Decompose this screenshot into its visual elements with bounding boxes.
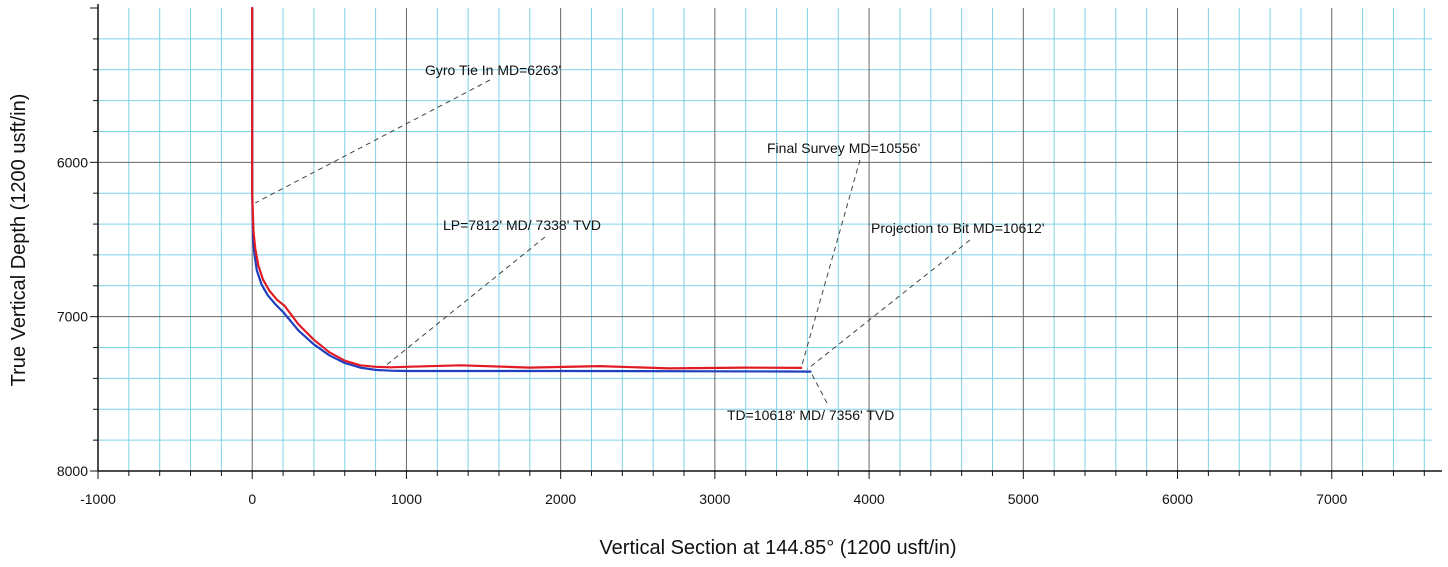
annotation-label: LP=7812' MD/ 7338' TVD bbox=[443, 217, 601, 233]
tick-marks bbox=[90, 7, 1425, 479]
annotation-label: TD=10618' MD/ 7356' TVD bbox=[727, 407, 894, 423]
annotation-label: Gyro Tie In MD=6263' bbox=[425, 62, 561, 78]
annotation-leader-line bbox=[800, 159, 861, 368]
annotation-leader-line bbox=[807, 239, 971, 370]
x-tick-label: 3000 bbox=[699, 491, 730, 507]
annotation-leaders bbox=[255, 79, 971, 404]
annotation-label: Final Survey MD=10556' bbox=[767, 140, 920, 156]
x-tick-label: 6000 bbox=[1162, 491, 1193, 507]
y-axis-title: True Vertical Depth (1200 usft/in) bbox=[8, 94, 30, 387]
x-tick-label: 1000 bbox=[391, 491, 422, 507]
annotation-label: Projection to Bit MD=10612' bbox=[871, 220, 1045, 236]
y-tick-label: 6000 bbox=[57, 154, 88, 170]
axes bbox=[97, 4, 1442, 472]
x-tick-label: 7000 bbox=[1316, 491, 1347, 507]
x-tick-label: 0 bbox=[248, 491, 256, 507]
plan-line bbox=[251, 6, 812, 373]
x-tick-label: -1000 bbox=[80, 491, 116, 507]
actual-line bbox=[251, 6, 803, 370]
x-tick-label: 5000 bbox=[1008, 491, 1039, 507]
y-tick-label: 7000 bbox=[57, 309, 88, 325]
annotation-leader-line bbox=[382, 236, 546, 368]
x-tick-label: 4000 bbox=[854, 491, 885, 507]
minor-grid bbox=[98, 8, 1432, 471]
series-lines bbox=[251, 6, 812, 373]
labels: -1000 0 1000 2000 3000 4000 5000 6000 7000 6000 70… bbox=[57, 154, 1348, 507]
x-axis-title: Vertical Section at 144.85° (1200 usft/i… bbox=[599, 537, 956, 559]
annotation-leader-line bbox=[810, 371, 828, 404]
major-grid bbox=[98, 8, 1432, 471]
x-tick-label: 2000 bbox=[545, 491, 576, 507]
annotations: Gyro Tie In MD=6263' LP=7812' MD/ 7338' T… bbox=[425, 62, 1045, 423]
annotation-leader-line bbox=[255, 79, 491, 204]
y-tick-label: 8000 bbox=[57, 463, 88, 479]
